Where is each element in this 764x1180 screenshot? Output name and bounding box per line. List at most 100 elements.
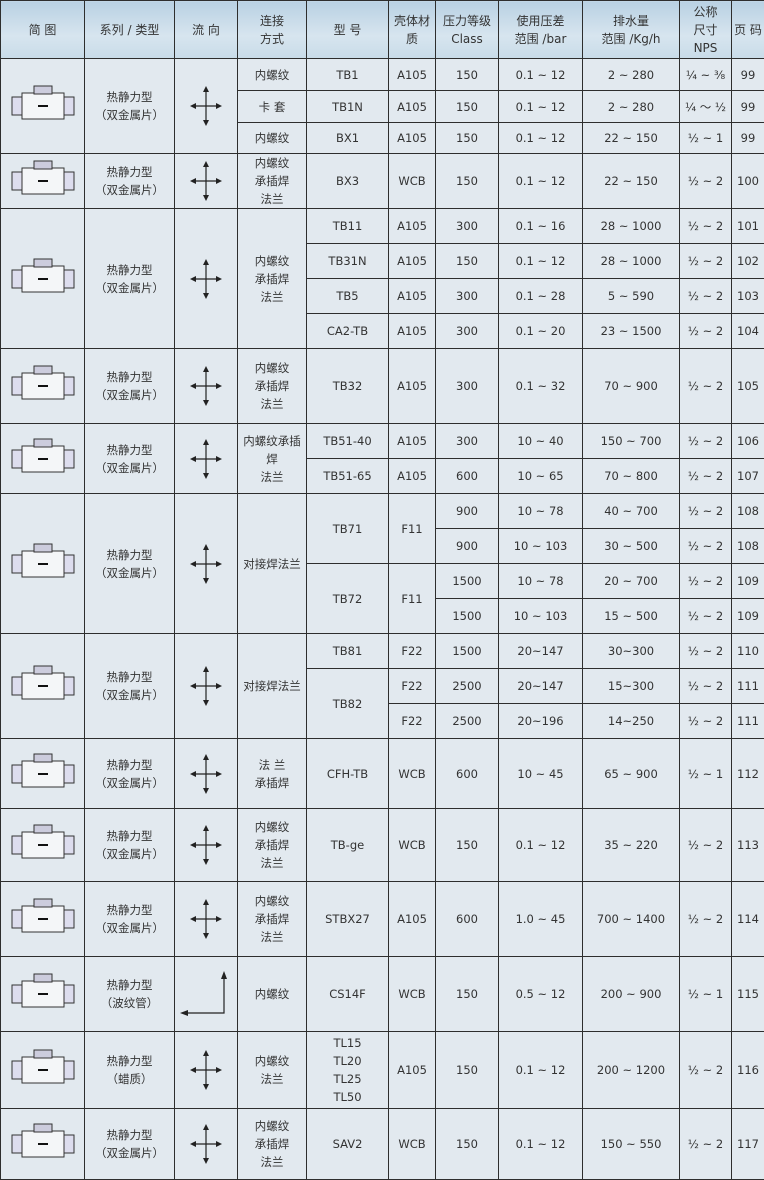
connection-cell: 内螺纹 (238, 123, 307, 154)
page-cell: 113 (732, 809, 764, 882)
material-cell: WCB (389, 809, 436, 882)
tl-trap-icon (2, 1047, 83, 1093)
material-cell: A105 (389, 349, 436, 424)
flow-cell (175, 882, 238, 957)
sketch-cell (1, 1032, 85, 1109)
material-cell: F22 (389, 669, 436, 704)
model-cell: TB82 (307, 669, 389, 739)
capacity-cell: 70 ~ 900 (583, 349, 680, 424)
tb71-trap-icon (2, 541, 83, 587)
pressure-range-cell: 20~147 (499, 669, 583, 704)
cross-arrow-icon (176, 1122, 236, 1166)
class-cell: 150 (436, 1032, 499, 1109)
class-cell: 300 (436, 279, 499, 314)
series-cell: 热静力型 （双金属片） (85, 209, 175, 349)
nps-cell: ¼ ～ ½ (680, 91, 732, 123)
class-cell: 150 (436, 1109, 499, 1180)
pressure-range-cell: 10 ~ 40 (499, 424, 583, 459)
connection-cell: 内螺纹 承插焊 法兰 (238, 1109, 307, 1180)
material-cell: WCB (389, 739, 436, 809)
pressure-range-cell: 0.1 ~ 28 (499, 279, 583, 314)
capacity-cell: 2 ~ 280 (583, 59, 680, 91)
connection-cell: 内螺纹 承插焊 法兰 (238, 349, 307, 424)
nps-cell: ½ ~ 1 (680, 123, 732, 154)
model-cell: TB1N (307, 91, 389, 123)
bx3-trap-icon (2, 158, 83, 204)
class-cell: 300 (436, 314, 499, 349)
page-cell: 106 (732, 424, 764, 459)
material-cell: A105 (389, 424, 436, 459)
page-cell: 114 (732, 882, 764, 957)
header-flow-direction: 流 向 (175, 1, 238, 59)
class-cell: 150 (436, 957, 499, 1032)
class-cell: 2500 (436, 704, 499, 739)
model-cell: TB51-40 (307, 424, 389, 459)
nps-cell: ½ ~ 2 (680, 809, 732, 882)
cross-arrow-icon (176, 159, 236, 203)
capacity-cell: 22 ~ 150 (583, 123, 680, 154)
connection-cell: 内螺纹 承插焊 法兰 (238, 882, 307, 957)
model-cell: TB31N (307, 244, 389, 279)
page-cell: 102 (732, 244, 764, 279)
capacity-cell: 30 ~ 500 (583, 529, 680, 564)
sketch-cell (1, 154, 85, 209)
page-cell: 111 (732, 704, 764, 739)
material-cell: A105 (389, 244, 436, 279)
model-cell: BX3 (307, 154, 389, 209)
model-cell: TB5 (307, 279, 389, 314)
pressure-range-cell: 0.1 ~ 16 (499, 209, 583, 244)
cross-arrow-icon (176, 437, 236, 481)
sketch-cell (1, 957, 85, 1032)
flow-cell (175, 1109, 238, 1180)
nps-cell: ½ ~ 2 (680, 669, 732, 704)
model-cell: SAV2 (307, 1109, 389, 1180)
capacity-cell: 5 ~ 590 (583, 279, 680, 314)
pressure-range-cell: 20~147 (499, 634, 583, 669)
class-cell: 900 (436, 529, 499, 564)
angle-arrow-icon (176, 969, 236, 1019)
class-cell: 1500 (436, 599, 499, 634)
material-cell: WCB (389, 154, 436, 209)
flow-cell (175, 1032, 238, 1109)
nps-cell: ½ ~ 2 (680, 529, 732, 564)
page-cell: 104 (732, 314, 764, 349)
capacity-cell: 20 ~ 700 (583, 564, 680, 599)
model-cell: TB-ge (307, 809, 389, 882)
flow-cell (175, 809, 238, 882)
header-pressure-class: 压力等级 Class (436, 1, 499, 59)
capacity-cell: 700 ~ 1400 (583, 882, 680, 957)
header-body-material: 壳体材 质 (389, 1, 436, 59)
material-cell: A105 (389, 882, 436, 957)
sketch-cell (1, 494, 85, 634)
pressure-range-cell: 0.1 ~ 12 (499, 1032, 583, 1109)
series-cell: 热静力型 （双金属片） (85, 882, 175, 957)
model-cell: TB11 (307, 209, 389, 244)
connection-cell: 对接焊法兰 (238, 494, 307, 634)
flow-cell (175, 349, 238, 424)
material-cell: A105 (389, 209, 436, 244)
pressure-range-cell: 20~196 (499, 704, 583, 739)
class-cell: 900 (436, 494, 499, 529)
capacity-cell: 2 ~ 280 (583, 91, 680, 123)
class-cell: 1500 (436, 564, 499, 599)
series-cell: 热静力型 （双金属片） (85, 59, 175, 154)
nps-cell: ½ ~ 2 (680, 599, 732, 634)
page-cell: 101 (732, 209, 764, 244)
class-cell: 600 (436, 739, 499, 809)
class-cell: 600 (436, 459, 499, 494)
material-cell: A105 (389, 91, 436, 123)
nps-cell: ½ ~ 2 (680, 314, 732, 349)
model-cell: TB32 (307, 349, 389, 424)
class-cell: 1500 (436, 634, 499, 669)
page-cell: 109 (732, 599, 764, 634)
cs14f-trap-icon (2, 971, 83, 1017)
series-cell: 热静力型 （双金属片） (85, 424, 175, 494)
capacity-cell: 200 ~ 900 (583, 957, 680, 1032)
pressure-range-cell: 0.1 ~ 32 (499, 349, 583, 424)
series-cell: 热静力型 （蜡质） (85, 1032, 175, 1109)
